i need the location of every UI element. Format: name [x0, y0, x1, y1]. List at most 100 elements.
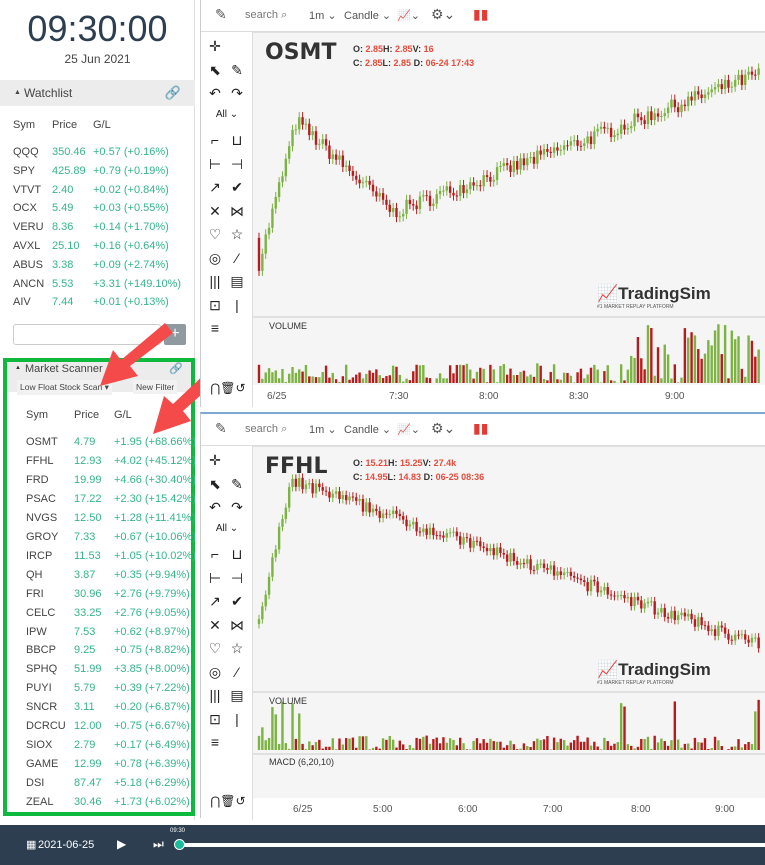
drawing-tool-icon[interactable]: ⊣: [230, 155, 244, 172]
table-row[interactable]: GROY 7.33 +0.67 (+10.06%): [20, 531, 200, 549]
drawing-tool-icon[interactable]: ▤: [230, 273, 244, 289]
symbol-search[interactable]: search ⌕: [245, 423, 287, 436]
new-filter-button[interactable]: New Filter: [133, 380, 178, 394]
table-row[interactable]: ANCN 5.53 +3.31 (+149.10%): [13, 278, 193, 296]
replay-date[interactable]: 2021-06-25: [38, 839, 95, 851]
drawing-tool-icon[interactable]: ⁄: [235, 663, 239, 680]
watchlist-header[interactable]: ▲ Watchlist 🔗: [0, 80, 195, 106]
drawing-tool-icon[interactable]: ↶: [209, 85, 221, 101]
drawing-tool-icon[interactable]: ⁄: [235, 249, 239, 266]
pencil-icon[interactable]: ✎: [215, 6, 227, 22]
drawing-tool-icon[interactable]: ✕: [209, 616, 221, 633]
drawing-tool-icon[interactable]: |: [235, 710, 239, 727]
bar-chart-icon[interactable]: ▮▮: [473, 420, 489, 436]
play-icon[interactable]: ▶: [117, 837, 127, 851]
drawing-tool-icon[interactable]: ≡: [210, 320, 220, 336]
drawing-tool-icon[interactable]: ↷: [231, 85, 243, 101]
drawing-tool-icon[interactable]: ⋈: [230, 616, 244, 633]
pencil-icon[interactable]: ✎: [215, 420, 227, 436]
drawing-tool-icon[interactable]: ⊡: [209, 296, 221, 313]
drawing-tool-icon[interactable]: ✔: [231, 179, 243, 195]
table-row[interactable]: SPY 425.89 +0.79 (+0.19%): [13, 165, 193, 183]
drawing-tool-icon[interactable]: ⊔: [231, 132, 243, 148]
indicators-icon[interactable]: 📈⌄: [397, 424, 420, 436]
drawing-filter[interactable]: All ⌄: [215, 522, 239, 534]
drawing-tool-icon[interactable]: ✎: [231, 475, 243, 492]
table-row[interactable]: FRI 30.96 +2.76 (+9.79%): [20, 588, 200, 606]
drawing-tool-icon[interactable]: ♡: [208, 640, 222, 656]
drawing-tool-icon[interactable]: ☆: [230, 226, 244, 242]
drawing-tool-icon[interactable]: ⊣: [230, 569, 244, 586]
table-row[interactable]: DCRCU 12.00 +0.75 (+6.67%): [20, 720, 200, 738]
link-icon[interactable]: 🔗: [169, 363, 183, 375]
drawing-tool-icon[interactable]: ≡: [210, 734, 220, 750]
table-row[interactable]: PSAC 17.22 +2.30 (+15.42%): [20, 493, 200, 511]
drawing-tool-icon[interactable]: ♡: [208, 226, 222, 242]
table-row[interactable]: PUYI 5.79 +0.39 (+7.22%): [20, 682, 200, 700]
bar-chart-icon[interactable]: ▮▮: [473, 6, 489, 22]
magnet-trash-reset-icons[interactable]: ⋂🗑↺: [210, 794, 246, 808]
link-icon[interactable]: 🔗: [164, 85, 181, 100]
drawing-tool-icon[interactable]: ↗: [209, 593, 221, 609]
replay-slider-handle[interactable]: [174, 839, 185, 850]
step-forward-icon[interactable]: ⏭: [153, 837, 164, 851]
table-row[interactable]: OSMT 4.79 +1.95 (+68.66%): [20, 436, 200, 454]
table-row[interactable]: QH 3.87 +0.35 (+9.94%): [20, 569, 200, 587]
table-row[interactable]: SIOX 2.79 +0.17 (+6.49%): [20, 739, 200, 757]
table-row[interactable]: BBCP 9.25 +0.75 (+8.82%): [20, 644, 200, 662]
drawing-tool-icon[interactable]: ↗: [209, 179, 221, 195]
drawing-tool-icon[interactable]: ↶: [209, 499, 221, 515]
drawing-tool-icon[interactable]: ✛: [209, 38, 221, 54]
table-row[interactable]: GAME 12.99 +0.78 (+6.39%): [20, 758, 200, 776]
drawing-tool-icon[interactable]: ⊡: [209, 710, 221, 727]
table-row[interactable]: SPHQ 51.99 +3.85 (+8.00%): [20, 663, 200, 681]
table-row[interactable]: ZEAL 30.46 +1.73 (+6.02%): [20, 796, 200, 814]
table-row[interactable]: VERU 8.36 +0.14 (+1.70%): [13, 221, 193, 239]
chart-plot[interactable]: [253, 32, 765, 385]
drawing-tool-icon[interactable]: ▤: [230, 687, 244, 703]
table-row[interactable]: OCX 5.49 +0.03 (+0.55%): [13, 202, 193, 220]
drawing-tool-icon[interactable]: |||: [209, 687, 221, 703]
drawing-tool-icon[interactable]: ↷: [231, 499, 243, 515]
interval-select[interactable]: 1m ⌄: [309, 10, 337, 22]
drawing-tool-icon[interactable]: ⊔: [231, 546, 243, 562]
drawing-tool-icon[interactable]: ⌐: [210, 546, 220, 562]
table-row[interactable]: FRD 19.99 +4.66 (+30.40%): [20, 474, 200, 492]
table-row[interactable]: DSI 87.47 +5.18 (+6.29%): [20, 777, 200, 795]
drawing-tool-icon[interactable]: ☆: [230, 640, 244, 656]
drawing-tool-icon[interactable]: ⊢: [208, 155, 222, 172]
table-row[interactable]: IPW 7.53 +0.62 (+8.97%): [20, 626, 200, 644]
table-row[interactable]: SNCR 3.11 +0.20 (+6.87%): [20, 701, 200, 719]
drawing-tool-icon[interactable]: ⊢: [208, 569, 222, 586]
magnet-trash-reset-icons[interactable]: ⋂🗑↺: [210, 381, 246, 395]
table-row[interactable]: VTVT 2.40 +0.02 (+0.84%): [13, 184, 193, 202]
drawing-tool-icon[interactable]: |: [235, 296, 239, 313]
symbol-search[interactable]: search ⌕: [245, 9, 287, 22]
drawing-tool-icon[interactable]: ⌐: [210, 132, 220, 148]
table-row[interactable]: IRCP 11.53 +1.05 (+10.02%): [20, 550, 200, 568]
chart-type-select[interactable]: Candle ⌄: [344, 424, 392, 436]
table-row[interactable]: FFHL 12.93 +4.02 (+45.12%): [20, 455, 200, 473]
drawing-tool-icon[interactable]: ⬉: [209, 61, 221, 78]
drawing-tool-icon[interactable]: ⬉: [209, 475, 221, 492]
chart-plot[interactable]: [253, 446, 765, 798]
watchlist-symbol-input[interactable]: [13, 324, 161, 345]
drawing-tool-icon[interactable]: ⋈: [230, 202, 244, 219]
drawing-tool-icon[interactable]: ✎: [231, 61, 243, 78]
calendar-icon[interactable]: ▦: [26, 839, 37, 851]
drawing-tool-icon[interactable]: ◎: [208, 249, 222, 266]
collapse-icon[interactable]: ▲: [14, 89, 21, 96]
drawing-tool-icon[interactable]: ✔: [231, 593, 243, 609]
drawing-tool-icon[interactable]: ✛: [209, 452, 221, 468]
table-row[interactable]: QQQ 350.46 +0.57 (+0.16%): [13, 146, 193, 164]
drawing-filter[interactable]: All ⌄: [215, 108, 239, 120]
table-row[interactable]: CELC 33.25 +2.76 (+9.05%): [20, 607, 200, 625]
collapse-icon[interactable]: ▲: [15, 365, 21, 371]
drawing-tool-icon[interactable]: |||: [209, 273, 221, 289]
interval-select[interactable]: 1m ⌄: [309, 424, 337, 436]
table-row[interactable]: AVXL 25.10 +0.16 (+0.64%): [13, 240, 193, 258]
chart-type-select[interactable]: Candle ⌄: [344, 10, 392, 22]
drawing-tool-icon[interactable]: ◎: [208, 663, 222, 680]
settings-icon[interactable]: ⚙⌄: [431, 420, 456, 436]
indicators-icon[interactable]: 📈⌄: [397, 10, 420, 22]
